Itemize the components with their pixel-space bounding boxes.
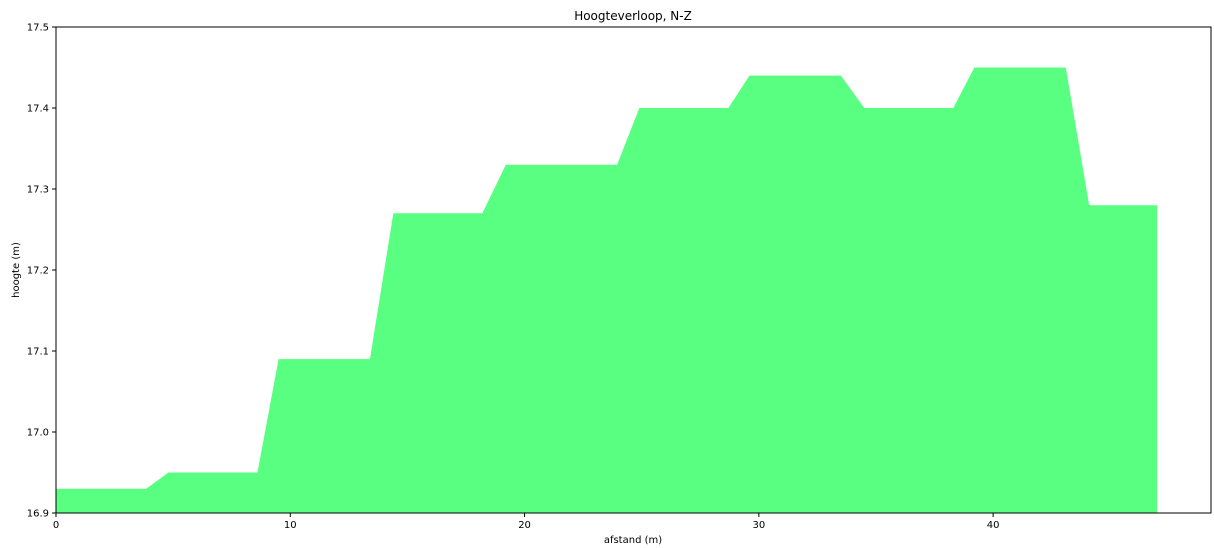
y-tick-label: 16.9 [27,509,49,520]
plot-area [56,67,1158,513]
y-tick-label: 17.3 [27,185,49,196]
x-axis-label: afstand (m) [604,535,662,546]
y-tick-label: 17.4 [27,104,49,115]
x-tick-label: 10 [284,520,297,531]
x-tick-label: 0 [53,520,59,531]
y-tick-label: 17.1 [27,347,49,358]
y-axis-label: hoogte (m) [11,242,22,298]
y-tick-label: 17.0 [27,428,49,439]
y-axis: 16.9 17.0 17.1 17.2 17.3 17.4 17.5 [27,23,56,520]
y-tick-label: 17.2 [27,266,49,277]
x-tick-label: 40 [987,520,1000,531]
x-tick-label: 20 [518,520,531,531]
x-axis: 0 10 20 30 40 [53,513,1000,531]
y-tick-label: 17.5 [27,23,49,34]
x-tick-label: 30 [752,520,765,531]
elevation-area-0 [56,67,1158,513]
chart-title: Hoogteverloop, N-Z [574,9,692,23]
